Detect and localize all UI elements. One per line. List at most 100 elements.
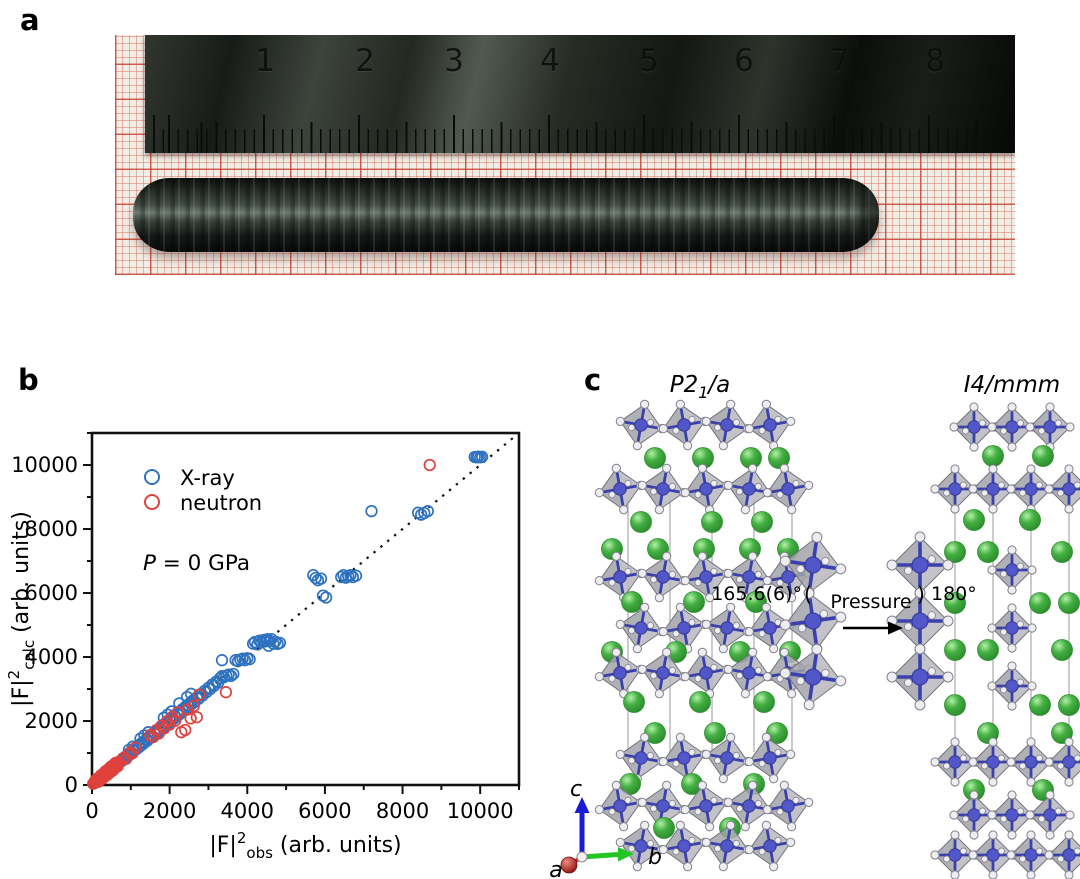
nickel-atom <box>613 482 627 496</box>
nickel-atom <box>763 418 777 432</box>
panel-c-label: c <box>584 363 602 397</box>
nickel-atom <box>1062 755 1076 769</box>
x-ray-points <box>91 450 489 787</box>
lanthanum-atom <box>963 509 985 531</box>
oxygen-atom <box>640 820 650 830</box>
oxygen-atom <box>675 732 685 742</box>
nio6-octahedron <box>987 545 1037 595</box>
oxygen-atom <box>950 830 960 840</box>
nickel-atom <box>720 418 734 432</box>
oxygen-atom <box>988 504 998 514</box>
data-point <box>349 569 363 582</box>
data-point <box>238 654 252 667</box>
nickel-atom <box>613 570 627 584</box>
neutron-points <box>87 458 436 790</box>
pressure-arrow <box>843 621 903 635</box>
oxygen-atom <box>615 416 625 426</box>
data-point <box>129 741 142 754</box>
octahedra-detail-pressure <box>886 531 954 711</box>
oxygen-atom <box>1007 830 1017 840</box>
nio6-octahedron <box>658 732 710 784</box>
nickel-atom <box>948 848 962 862</box>
lanthanum-atom <box>751 511 773 533</box>
angle-arc-ambient: ( <box>804 582 812 606</box>
oxygen-atom <box>949 810 959 820</box>
oxygen-atom <box>969 790 979 800</box>
nickel-atom <box>677 418 691 432</box>
oxygen-atom <box>1045 402 1055 412</box>
nio6-octahedron <box>987 603 1037 653</box>
lanthanum-atom <box>977 541 999 563</box>
y-tick-label: 10000 <box>11 453 78 477</box>
x-tick-label: 6000 <box>298 799 351 823</box>
oxygen-atom <box>1007 701 1017 711</box>
oxygen-atom <box>762 488 772 498</box>
lanthanum-atom <box>745 591 767 613</box>
oxygen-atom <box>779 463 789 473</box>
oxygen-atom <box>1026 870 1036 879</box>
oxygen-atom <box>1064 504 1074 514</box>
data-point <box>246 637 260 650</box>
lanthanum-atom <box>768 447 790 469</box>
nio6-octahedron <box>1044 830 1080 879</box>
oxygen-atom <box>969 442 979 452</box>
nickel-atom <box>986 755 1000 769</box>
ruler-number: 1 <box>255 43 275 79</box>
nio6-octahedron <box>701 732 753 784</box>
a-axis-sphere <box>560 856 578 874</box>
lanthanum-atom <box>623 691 645 713</box>
panel-b-label: b <box>18 363 39 397</box>
pressure-arrow-label: Pressure <box>830 591 911 613</box>
nickel-atom <box>656 570 670 584</box>
oxygen-atom <box>701 619 711 629</box>
lanthanum-atom <box>704 722 726 744</box>
oxygen-atom <box>594 805 604 815</box>
oxygen-atom <box>632 644 642 654</box>
oxygen-atom <box>787 505 797 515</box>
nio6-octahedron <box>1006 737 1056 787</box>
oxygen-atom <box>718 774 728 784</box>
oxygen-atom <box>675 602 685 612</box>
oxygen-atom <box>787 689 797 699</box>
nio6-octahedron <box>762 780 814 832</box>
nio6-octahedron <box>1044 737 1080 787</box>
nickel-atom <box>613 799 627 813</box>
ruler-number: 2 <box>355 43 375 79</box>
lanthanum-atom <box>977 639 999 661</box>
nio6-octahedron <box>886 587 954 655</box>
oxygen-atom <box>779 619 791 631</box>
oxygen-atom <box>761 820 771 830</box>
oxygen-atom <box>1007 661 1017 671</box>
oxygen-atom <box>680 672 690 682</box>
identity-line <box>91 432 520 786</box>
oxygen-atom <box>1007 585 1017 595</box>
data-point <box>180 690 194 704</box>
lanthanum-atom <box>644 447 666 469</box>
oxygen-atom <box>804 480 814 490</box>
oxygen-atom <box>835 611 847 623</box>
oxygen-atom <box>886 559 898 571</box>
c-axis-label: c <box>570 777 582 802</box>
nickel-atom <box>634 839 648 853</box>
oxygen-atom <box>950 870 960 879</box>
ruler-number: 3 <box>444 43 464 79</box>
oxygen-atom <box>1026 777 1036 787</box>
octahedra-detail-ambient <box>779 531 847 711</box>
oxygen-atom <box>942 559 954 571</box>
data-point <box>173 697 186 710</box>
nickel-atom <box>1024 482 1038 496</box>
oxygen-atom <box>705 822 715 832</box>
oxygen-atom <box>748 647 758 657</box>
oxygen-atom <box>748 551 758 561</box>
data-point <box>99 769 112 783</box>
oxygen-atom <box>1064 870 1074 879</box>
oxygen-atom <box>1007 790 1017 800</box>
oxygen-atom <box>718 644 728 654</box>
oxygen-atom <box>769 774 779 784</box>
nickel-atom <box>720 621 734 635</box>
oxygen-atom <box>968 484 978 494</box>
plot-frame <box>90 431 521 787</box>
legend-label-neutron: neutron <box>180 491 262 515</box>
